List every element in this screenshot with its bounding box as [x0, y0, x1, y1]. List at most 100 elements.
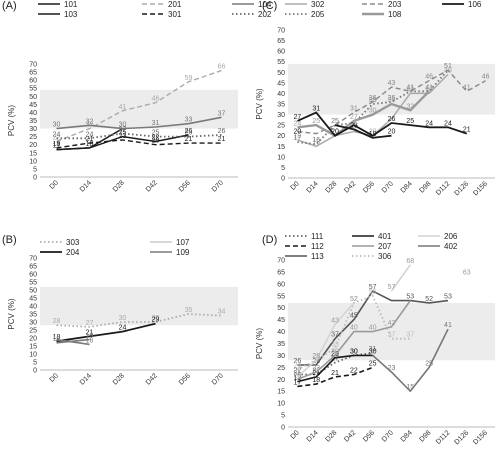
reference-band — [288, 63, 495, 115]
data-label: 26 — [218, 128, 226, 135]
data-label: 37 — [218, 110, 226, 117]
y-tick-label: 45 — [29, 102, 37, 109]
y-tick-label: 0 — [33, 368, 37, 375]
data-label: 36 — [388, 95, 396, 102]
y-tick-label: 65 — [277, 38, 285, 45]
data-label: 22 — [350, 124, 358, 131]
data-label: 19 — [369, 131, 377, 138]
x-tick-label: D84 — [400, 180, 414, 194]
x-tick-label: D126 — [453, 429, 470, 446]
x-tick-label: D0 — [290, 429, 301, 440]
y-tick-label: 25 — [277, 123, 285, 130]
data-label: 18 — [312, 377, 320, 384]
series-line-301 — [56, 139, 222, 149]
x-tick-label: D28 — [112, 372, 126, 386]
data-label: 43 — [388, 80, 396, 87]
y-tick-label: 65 — [29, 70, 37, 77]
data-label: 20 — [369, 129, 377, 136]
data-label: 21 — [331, 370, 339, 377]
data-label: 53 — [406, 294, 414, 301]
series-line-202 — [56, 132, 222, 140]
data-label: 25 — [369, 360, 377, 367]
y-tick-label: 50 — [29, 288, 37, 295]
legend-label: 111 — [311, 232, 324, 241]
data-label: 30 — [369, 348, 377, 355]
series-line-104 — [56, 116, 222, 130]
x-tick-label: D14 — [306, 429, 320, 443]
x-tick-label: D70 — [381, 180, 395, 194]
data-label: 20 — [388, 129, 396, 136]
x-tick-label: D126 — [453, 180, 470, 197]
data-label: 30 — [119, 122, 127, 129]
x-tick-label: D14 — [79, 179, 93, 193]
data-label: 18 — [86, 141, 94, 148]
y-tick-label: 30 — [277, 112, 285, 119]
data-label: 27 — [119, 126, 127, 133]
data-label: 25 — [119, 130, 127, 137]
data-label: 24 — [119, 325, 127, 332]
legend-label: 303 — [66, 238, 80, 247]
x-tick-label: D156 — [472, 429, 489, 446]
series-line-103 — [56, 127, 123, 151]
reference-band — [40, 286, 238, 326]
data-label: 32 — [406, 103, 414, 110]
legend-label: 109 — [176, 248, 190, 257]
legend-label: 106 — [468, 0, 482, 9]
y-tick-label: 10 — [277, 401, 285, 408]
y-tick-label: 45 — [277, 80, 285, 87]
reference-band — [288, 302, 495, 361]
y-tick-label: 5 — [281, 413, 285, 420]
y-tick-label: 50 — [29, 94, 37, 101]
y-tick-label: 20 — [29, 142, 37, 149]
data-label: 23 — [350, 122, 358, 129]
data-label: 30 — [331, 348, 339, 355]
data-label: 21 — [86, 329, 94, 336]
y-tick-label: 40 — [29, 110, 37, 117]
y-axis-label: PCV (%) — [255, 328, 264, 359]
data-label: 27 — [294, 114, 302, 121]
data-label: 23 — [312, 365, 320, 372]
data-label: 24 — [294, 363, 302, 370]
y-tick-label: 0 — [281, 176, 285, 183]
series-line-unlabeled-4 — [56, 338, 90, 346]
y-tick-label: 5 — [33, 360, 37, 367]
x-tick-label: D70 — [381, 429, 395, 443]
y-axis-label: PCV (%) — [7, 105, 16, 136]
y-tick-label: 40 — [277, 329, 285, 336]
data-label: 28 — [312, 353, 320, 360]
y-tick-label: 15 — [277, 144, 285, 151]
data-label: 28 — [53, 318, 61, 325]
data-label: 63 — [463, 270, 471, 277]
data-label: 23 — [119, 133, 127, 140]
data-label: 45 — [350, 313, 358, 320]
x-tick-label: D70 — [211, 372, 225, 386]
data-label: 24 — [444, 120, 452, 127]
x-tick-label: D98 — [419, 180, 433, 194]
y-tick-label: 35 — [277, 341, 285, 348]
y-tick-label: 60 — [29, 78, 37, 85]
data-label: 52 — [425, 296, 433, 303]
y-tick-label: 40 — [29, 304, 37, 311]
data-label: 59 — [185, 75, 193, 82]
legend-label: 207 — [378, 242, 392, 251]
data-label: 24 — [53, 131, 61, 138]
data-label: 37 — [331, 332, 339, 339]
data-label: 41 — [406, 84, 414, 91]
y-tick-label: 55 — [29, 86, 37, 93]
data-label: 41 — [425, 84, 433, 91]
legend-label: 302 — [311, 0, 325, 9]
data-label: 25 — [185, 130, 193, 137]
data-label: 42 — [388, 320, 396, 327]
x-tick-label: D56 — [362, 429, 376, 443]
data-label: 22 — [152, 134, 160, 141]
data-label: 28 — [312, 353, 320, 360]
y-tick-label: 30 — [29, 320, 37, 327]
data-label: 26 — [294, 358, 302, 365]
x-tick-label: D112 — [435, 429, 451, 445]
data-label: 30 — [350, 348, 358, 355]
y-tick-label: 70 — [29, 62, 37, 69]
legend-label: 401 — [378, 232, 392, 241]
data-label: 21 — [463, 127, 471, 134]
y-tick-label: 15 — [29, 344, 37, 351]
